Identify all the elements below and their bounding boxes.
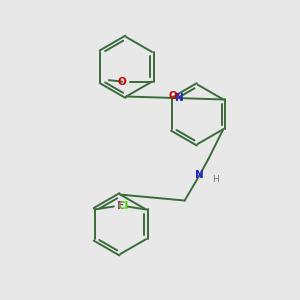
Text: N: N [195, 170, 204, 180]
Text: F: F [117, 202, 124, 212]
Text: H: H [212, 175, 219, 184]
Text: O: O [168, 91, 177, 100]
Text: N: N [176, 93, 184, 103]
Text: O: O [118, 76, 127, 87]
Text: Cl: Cl [117, 202, 129, 212]
